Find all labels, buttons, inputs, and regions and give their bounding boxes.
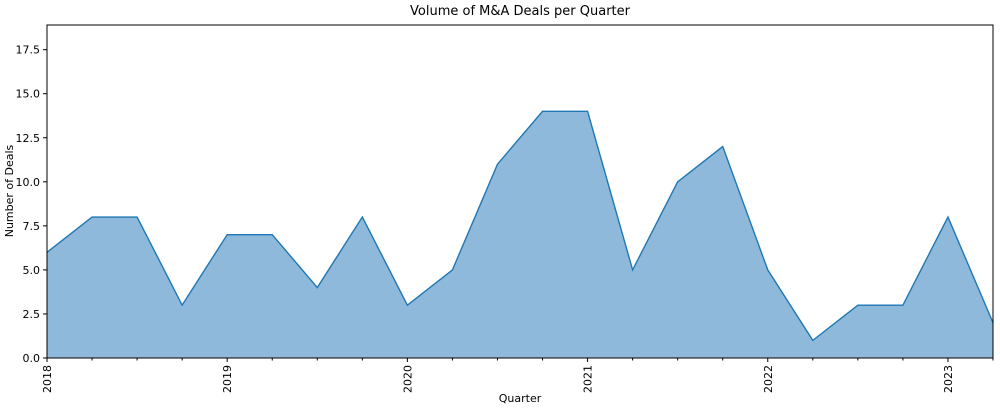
data-point (631, 268, 634, 271)
y-axis: 0.0 2.5 5.0 7.5 10.0 12.5 15.0 17.5 (16, 44, 47, 365)
series-line (46, 110, 994, 342)
x-tick-label: 2021 (582, 365, 595, 393)
chart-title: Volume of M&A Deals per Quarter (410, 4, 631, 19)
data-point (811, 339, 814, 342)
data-point (91, 216, 94, 219)
y-tick-label: 5.0 (23, 264, 41, 277)
x-tick-label: 2023 (942, 365, 955, 393)
data-point (766, 268, 769, 271)
data-point (361, 216, 364, 219)
plot-area (46, 110, 994, 358)
data-point (496, 163, 499, 166)
x-tick-label: 2018 (41, 365, 54, 393)
data-point (406, 304, 409, 307)
y-tick-label: 2.5 (23, 308, 41, 321)
y-tick-label: 15.0 (16, 88, 41, 101)
data-point (181, 304, 184, 307)
y-tick-label: 0.0 (23, 352, 41, 365)
data-point (721, 145, 724, 148)
data-point (226, 233, 229, 236)
data-point (136, 216, 139, 219)
x-axis: 2018 2019 2020 2021 2022 2023 (41, 358, 994, 393)
data-point (586, 110, 589, 113)
x-tick-label: 2020 (401, 365, 414, 393)
y-tick-label: 12.5 (16, 132, 41, 145)
area-fill (47, 111, 993, 358)
data-point (541, 110, 544, 113)
data-point (451, 268, 454, 271)
plot-frame (46, 24, 994, 359)
data-point (316, 286, 319, 289)
x-tick-label: 2019 (221, 365, 234, 393)
y-tick-label: 7.5 (23, 220, 41, 233)
data-point (901, 304, 904, 307)
y-tick-label: 10.0 (16, 176, 41, 189)
y-tick-label: 17.5 (16, 44, 41, 57)
data-point (271, 233, 274, 236)
x-axis-label: Quarter (499, 392, 542, 405)
data-point (856, 304, 859, 307)
y-axis-label: Number of Deals (3, 144, 16, 237)
x-tick-label: 2022 (762, 365, 775, 393)
data-point (946, 216, 949, 219)
data-point (676, 180, 679, 183)
